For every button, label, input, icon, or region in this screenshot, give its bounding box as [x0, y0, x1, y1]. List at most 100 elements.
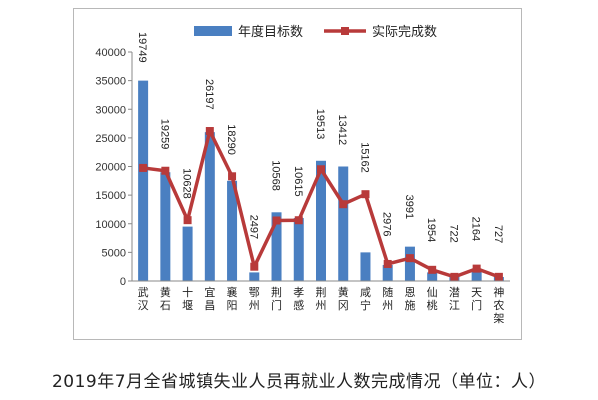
x-category-label: 荆 — [316, 286, 327, 299]
target-bar — [138, 80, 149, 281]
y-tick-label: 40000 — [95, 47, 126, 59]
completion-marker — [317, 165, 325, 174]
x-category-label: 天 — [471, 286, 482, 299]
x-category-label: 襄 — [227, 285, 238, 299]
data-label: 10615 — [292, 166, 304, 197]
x-category-label: 仙 — [427, 286, 438, 299]
y-tick-label: 5000 — [102, 247, 126, 259]
x-category-label: 孝 — [293, 286, 304, 299]
x-category-label: 州 — [249, 299, 260, 312]
legend-swatch-marker — [341, 27, 349, 35]
x-category-label: 黄 — [160, 285, 171, 299]
target-bar — [293, 218, 304, 281]
completion-marker — [228, 172, 237, 181]
data-label: 26197 — [203, 79, 215, 110]
completion-marker — [450, 272, 459, 281]
completion-line — [139, 127, 503, 281]
x-category-label: 冈 — [338, 299, 349, 312]
target-bar — [182, 226, 193, 281]
data-label: 19259 — [158, 119, 170, 150]
x-category-label: 门 — [271, 298, 282, 312]
y-tick-label: 10000 — [95, 219, 126, 231]
data-label: 722 — [447, 224, 459, 242]
target-bar — [249, 272, 260, 281]
x-category-label: 鄂 — [249, 286, 260, 299]
target-bar — [338, 166, 349, 281]
target-bar — [271, 212, 282, 281]
data-label: 18290 — [225, 124, 237, 155]
completion-marker — [161, 166, 170, 175]
completion-marker — [205, 127, 214, 136]
x-category-label: 施 — [404, 299, 415, 312]
completion-marker — [294, 216, 303, 225]
chart-caption: 2019年7月全省城镇失业人员再就业人数完成情况（单位：人） — [51, 372, 547, 392]
legend: 年度目标数 实际完成数 — [194, 24, 437, 40]
x-category-label: 咸 — [360, 286, 371, 299]
legend-label-completion: 实际完成数 — [372, 25, 437, 40]
data-label: 13412 — [336, 115, 348, 146]
completion-marker — [494, 272, 503, 281]
y-tick-label: 20000 — [95, 162, 126, 174]
target-bar — [227, 180, 238, 281]
x-category-label: 潜 — [449, 285, 460, 299]
x-category-label: 农 — [493, 298, 504, 312]
data-label: 2497 — [247, 215, 259, 239]
x-category-label: 十 — [182, 285, 193, 299]
data-label: 10568 — [270, 160, 282, 191]
x-category-label: 桃 — [427, 298, 438, 312]
y-tick-label: 15000 — [95, 190, 126, 202]
data-label: 2976 — [381, 212, 393, 236]
completion-marker — [183, 216, 192, 225]
completion-marker — [139, 163, 148, 172]
x-category-label: 汉 — [138, 299, 149, 312]
x-category-label: 昌 — [204, 299, 215, 312]
data-label: 15162 — [358, 142, 370, 173]
target-bar — [404, 246, 415, 281]
target-bar — [160, 172, 171, 281]
x-category-label: 州 — [316, 299, 327, 312]
data-label: 19749 — [136, 32, 148, 63]
y-tick-label: 30000 — [95, 104, 126, 116]
completion-marker — [472, 264, 481, 273]
target-bar — [471, 270, 482, 281]
bars — [138, 80, 504, 281]
x-category-label: 宜 — [204, 285, 215, 299]
x-category-label: 随 — [382, 285, 393, 299]
target-bar — [316, 160, 326, 281]
target-bar — [360, 252, 371, 281]
y-tick-label: 25000 — [95, 133, 126, 145]
x-category-label: 架 — [493, 312, 504, 325]
completion-marker — [361, 190, 370, 199]
x-category-label: 黄 — [338, 285, 349, 299]
legend-label-target: 年度目标数 — [238, 24, 303, 40]
target-bar — [427, 272, 438, 281]
chart-frame: 0 5000 10000 15000 20000 25000 30000 35000 40000… — [73, 8, 522, 340]
target-bar — [382, 264, 393, 281]
y-tick-label: 35000 — [95, 76, 126, 88]
target-bar — [204, 132, 215, 281]
x-category-label: 荆 — [271, 286, 282, 299]
y-tick-label: 0 — [120, 276, 126, 288]
completion-marker — [250, 262, 259, 271]
x-category-label: 阳 — [227, 299, 238, 312]
x-category-label: 宁 — [360, 298, 371, 312]
chart-svg: 0 5000 10000 15000 20000 25000 30000 35000 40000… — [95, 24, 510, 325]
x-category-label: 石 — [160, 299, 171, 312]
x-category-label: 武 — [138, 286, 149, 299]
data-label: 3991 — [403, 195, 415, 219]
completion-marker — [405, 254, 414, 263]
data-label: 727 — [492, 225, 504, 243]
completion-marker — [428, 265, 437, 274]
data-label: 10628 — [181, 168, 193, 199]
x-category-label: 堰 — [182, 299, 193, 312]
x-category-label: 感 — [293, 299, 304, 312]
x-category-label: 门 — [471, 298, 482, 312]
legend-swatch-target — [194, 26, 232, 36]
x-category-label: 州 — [382, 299, 393, 312]
y-axis: 0 5000 10000 15000 20000 25000 30000 35000 40000 — [95, 47, 133, 288]
x-category-label: 恩 — [404, 286, 415, 299]
data-label: 19513 — [314, 109, 326, 140]
completion-marker — [272, 216, 281, 225]
data-label: 1954 — [425, 218, 437, 242]
